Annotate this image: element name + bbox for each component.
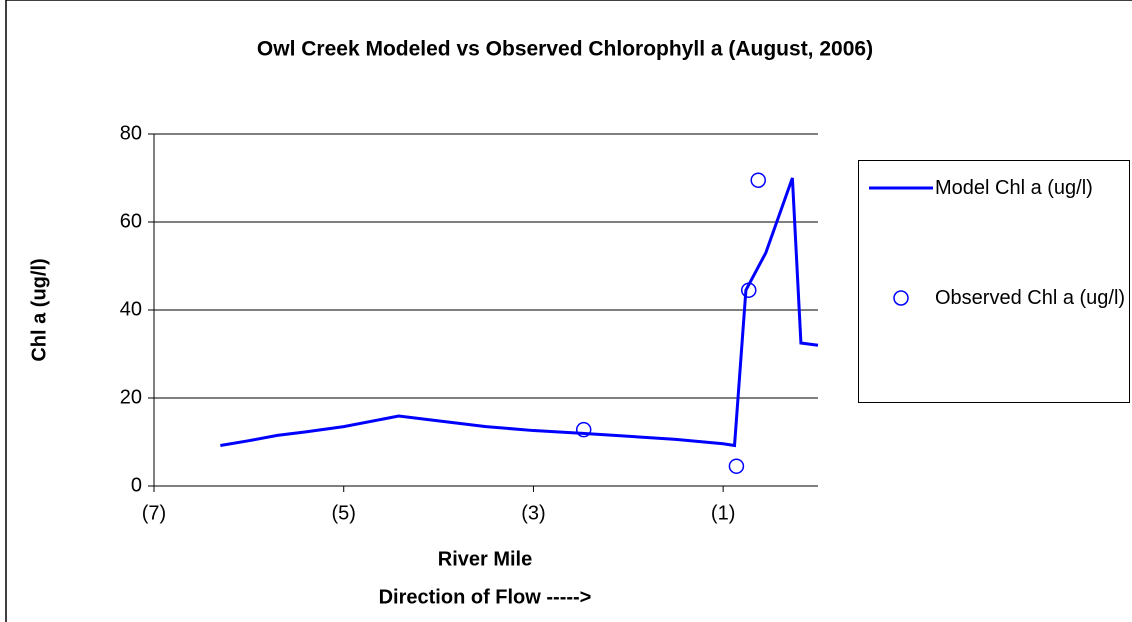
observed-point [741,282,757,298]
legend: Model Chl a (ug/l) Observed Chl a (ug/l) [858,160,1130,403]
x-axis-label: River Mile [438,548,532,570]
observed-point [728,458,745,474]
chart-border [5,0,1132,622]
y-axis-label: Chl a (ug/l) [28,258,50,361]
legend-label: Observed Chl a (ug/l) [935,287,1126,309]
x-tick-label: (3) [521,502,545,524]
legend-marker [893,290,909,306]
x-tick-label: (5) [331,502,355,524]
y-tick-label: 40 [120,298,142,320]
y-tick-label: 60 [120,210,142,232]
observed-point [575,421,592,438]
legend-label: Model Chl a (ug/l) [935,177,1093,199]
y-tick-label: 20 [120,386,142,408]
x-axis-label-2: Direction of Flow -----> [379,586,592,608]
y-tick-label: 0 [131,474,142,496]
x-tick-label: (7) [142,502,166,524]
chart-title: Owl Creek Modeled vs Observed Chlorophyl… [257,38,873,61]
legend-swatch [869,186,933,190]
observed-point [750,172,766,188]
x-tick-label: (1) [711,502,735,524]
y-tick-label: 80 [120,122,142,144]
model-line [220,177,819,448]
legend-swatch [893,290,909,306]
